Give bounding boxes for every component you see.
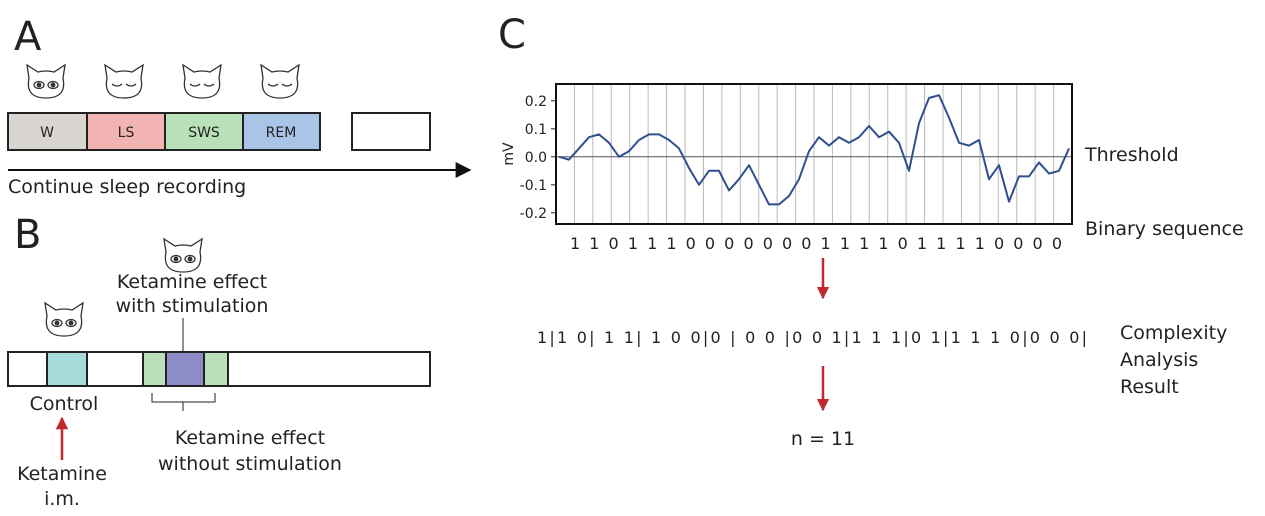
label: i.m. — [44, 488, 80, 510]
cat-head — [44, 301, 84, 337]
signal-line — [558, 94, 1070, 206]
cat-eye — [281, 83, 293, 87]
cat-eye — [170, 254, 182, 264]
label: Ketamine effect — [117, 271, 267, 293]
cat-eye — [33, 80, 45, 90]
stage-label: SWS — [188, 125, 220, 141]
cat-pupil — [68, 320, 74, 326]
caption: Continue sleep recording — [8, 176, 246, 198]
panel-letter: A — [14, 14, 42, 60]
y-tick-label: 0.2 — [525, 94, 547, 110]
cat-head — [163, 237, 203, 273]
cat-pupil — [54, 320, 60, 326]
y-axis-label: mV — [501, 142, 517, 166]
cat-eye — [184, 254, 196, 264]
stage-label: REM — [266, 125, 297, 141]
result: n = 11 — [791, 428, 855, 450]
label: Ketamine — [17, 463, 107, 485]
label: Result — [1120, 376, 1179, 398]
cat-eye — [189, 83, 201, 87]
label: Complexity — [1120, 322, 1227, 344]
cat-eye — [125, 83, 137, 87]
cat-icon — [26, 63, 66, 99]
bracket — [151, 393, 216, 411]
label: Control — [30, 393, 99, 415]
cat-head — [104, 63, 144, 99]
cat-eye — [203, 83, 215, 87]
cat-icon — [163, 237, 203, 273]
cat-icon — [44, 301, 84, 337]
cat-icon — [182, 63, 222, 99]
cat-eye — [51, 318, 63, 328]
binary-sequence: 1 1 0 1 1 1 0 0 0 0 0 0 0 1 1 1 1 0 1 1 … — [570, 234, 1062, 253]
panel-letter: C — [498, 12, 526, 58]
y-tick-label: -0.2 — [520, 206, 547, 222]
partition: 1|1 0| 1 1| 1 0 0|0 | 0 0 |0 0 1|1 1 1|0… — [537, 328, 1087, 347]
cat-eye — [47, 80, 59, 90]
stage-label: LS — [118, 125, 135, 141]
cat-head — [26, 63, 66, 99]
cat-head — [260, 63, 300, 99]
panel-letter: B — [14, 212, 41, 258]
stage-label: W — [40, 125, 54, 141]
cat-eye — [111, 83, 123, 87]
plot-frame — [555, 83, 1073, 225]
cat-icon — [104, 63, 144, 99]
cat-pupil — [173, 256, 179, 262]
cat-pupil — [50, 82, 56, 88]
label: without stimulation — [158, 453, 342, 475]
label: with stimulation — [116, 295, 269, 317]
cat-eye — [65, 318, 77, 328]
label: Ketamine effect — [175, 427, 325, 449]
cat-pupil — [36, 82, 42, 88]
y-tick-label: 0.1 — [525, 122, 547, 138]
stage-bar — [7, 112, 431, 151]
experiment-bar — [7, 351, 431, 387]
cat-head — [182, 63, 222, 99]
y-tick-label: 0.0 — [525, 150, 547, 166]
label: Analysis — [1120, 349, 1198, 371]
cat-pupil — [187, 256, 193, 262]
y-tick-label: -0.1 — [520, 178, 547, 194]
label: Threshold — [1084, 144, 1179, 166]
cat-icon — [260, 63, 300, 99]
label: Binary sequence — [1085, 218, 1244, 240]
cat-eye — [267, 83, 279, 87]
